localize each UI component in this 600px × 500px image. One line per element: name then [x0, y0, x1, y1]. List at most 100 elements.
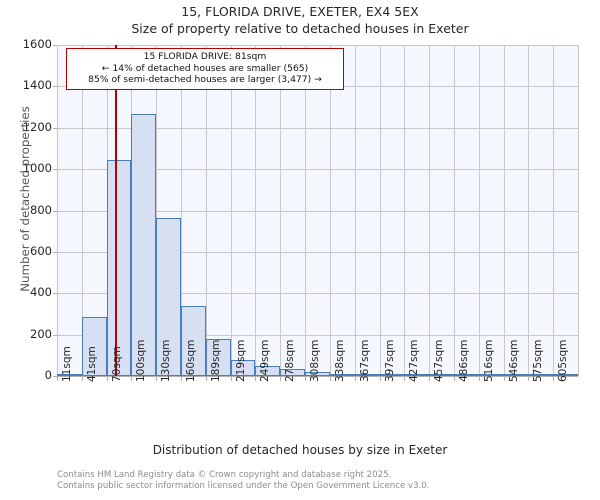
- y-axis-label: Number of detached properties: [18, 106, 32, 292]
- bar-308sqm: [305, 371, 330, 376]
- bar-219sqm: [230, 359, 256, 376]
- bar-189sqm: [205, 338, 231, 376]
- x-tick-mark-130sqm: [156, 377, 158, 381]
- page-title: 15, FLORIDA DRIVE, EXETER, EX4 5EX: [181, 4, 419, 19]
- y-tick-label-0: 0: [44, 368, 52, 382]
- x-tick-label-219sqm: 219sqm: [234, 339, 247, 382]
- bar-278sqm: [280, 368, 306, 376]
- y-tick-label-800: 800: [30, 202, 52, 217]
- gridline-x-15: [429, 45, 431, 376]
- y-tick-label-400: 400: [30, 285, 52, 300]
- x-tick-label-457sqm: 457sqm: [433, 339, 446, 382]
- x-tick-mark-308sqm: [305, 377, 307, 381]
- gridline-x-1: [81, 45, 83, 376]
- x-tick-label-70sqm: 70sqm: [110, 346, 123, 382]
- gridline-x-10: [305, 45, 307, 376]
- bar-516sqm: [478, 374, 504, 376]
- gridline-y-200: [57, 334, 578, 336]
- gridline-x-6: [205, 45, 207, 376]
- gridline-x-9: [280, 45, 282, 376]
- y-tick-label-1600: 1600: [22, 37, 52, 51]
- x-tick-mark-100sqm: [131, 377, 133, 381]
- x-tick-label-575sqm: 575sqm: [532, 339, 545, 382]
- x-tick-mark-427sqm: [404, 377, 406, 381]
- x-axis-label: Distribution of detached houses by size …: [152, 443, 448, 457]
- x-tick-label-308sqm: 308sqm: [309, 339, 322, 382]
- y-tick-label-1000: 1000: [22, 161, 52, 176]
- x-tick-mark-189sqm: [205, 377, 207, 381]
- y-tick-mark-1200: [53, 127, 57, 129]
- x-tick-label-427sqm: 427sqm: [408, 339, 421, 382]
- y-tick-mark-0: [53, 376, 57, 377]
- footer-line-2: Contains public sector information licen…: [57, 480, 430, 491]
- x-tick-mark-249sqm: [255, 377, 257, 381]
- y-tick-label-200: 200: [30, 326, 52, 341]
- gridline-x-18: [503, 45, 505, 376]
- annotation-line-1: 15 FLORIDA DRIVE: 81sqm: [143, 51, 267, 62]
- gridline-y-1600: [57, 45, 578, 46]
- bar-546sqm: [503, 374, 529, 376]
- x-tick-mark-70sqm: [106, 377, 108, 381]
- x-tick-mark-11sqm: [57, 377, 58, 381]
- x-tick-mark-605sqm: [553, 377, 555, 381]
- bar-130sqm: [156, 218, 182, 376]
- gridline-x-16: [453, 45, 455, 376]
- y-tick-mark-1000: [53, 169, 57, 171]
- x-tick-label-130sqm: 130sqm: [160, 339, 173, 382]
- x-tick-mark-219sqm: [230, 377, 232, 381]
- y-tick-mark-200: [53, 334, 57, 336]
- gridline-x-4: [156, 45, 158, 376]
- y-tick-label-1200: 1200: [22, 119, 52, 134]
- x-tick-label-11sqm: 11sqm: [61, 346, 73, 382]
- gridline-x-14: [404, 45, 406, 376]
- bar-11sqm: [57, 374, 82, 376]
- x-tick-mark-278sqm: [280, 377, 282, 381]
- x-tick-label-41sqm: 41sqm: [85, 346, 98, 382]
- bar-486sqm: [453, 374, 479, 376]
- bar-41sqm: [81, 317, 107, 376]
- x-tick-label-367sqm: 367sqm: [358, 339, 371, 382]
- y-tick-mark-1400: [53, 86, 57, 88]
- gridline-y-600: [57, 251, 578, 253]
- bar-249sqm: [255, 366, 281, 376]
- x-tick-label-249sqm: 249sqm: [259, 339, 272, 382]
- gridline-x-12: [354, 45, 356, 376]
- x-tick-mark-546sqm: [503, 377, 505, 381]
- bar-338sqm: [329, 373, 355, 376]
- bar-457sqm: [429, 374, 454, 376]
- chart-plot-area: [57, 45, 579, 376]
- x-tick-label-100sqm: 100sqm: [135, 339, 148, 382]
- y-tick-mark-600: [53, 251, 57, 253]
- annotation-line-2: ← 14% of detached houses are smaller (56…: [101, 62, 309, 74]
- gridline-x-21: [578, 45, 579, 376]
- x-tick-label-397sqm: 397sqm: [383, 339, 396, 382]
- x-tick-mark-41sqm: [81, 377, 83, 381]
- x-tick-label-278sqm: 278sqm: [284, 339, 297, 382]
- x-axis-line: [57, 376, 578, 377]
- x-tick-mark-160sqm: [181, 377, 183, 381]
- gridline-y-1000: [57, 169, 578, 171]
- bar-160sqm: [181, 306, 206, 376]
- x-tick-label-338sqm: 338sqm: [333, 339, 346, 382]
- bar-575sqm: [528, 374, 554, 376]
- bar-397sqm: [379, 374, 405, 376]
- bar-605sqm: [553, 374, 578, 376]
- gridline-y-1200: [57, 127, 578, 129]
- gridline-x-8: [255, 45, 257, 376]
- x-tick-mark-486sqm: [453, 377, 455, 381]
- bar-70sqm: [106, 160, 132, 376]
- gridline-x-17: [478, 45, 480, 376]
- x-tick-label-605sqm: 605sqm: [557, 339, 570, 382]
- x-tick-label-160sqm: 160sqm: [185, 339, 198, 382]
- attribution-footer: Contains HM Land Registry data © Crown c…: [57, 470, 429, 491]
- x-tick-label-516sqm: 516sqm: [482, 339, 495, 382]
- x-tick-mark-457sqm: [429, 377, 431, 381]
- x-tick-label-546sqm: 546sqm: [507, 339, 520, 382]
- x-tick-mark-575sqm: [528, 377, 530, 381]
- x-tick-label-189sqm: 189sqm: [209, 339, 222, 382]
- gridline-y-400: [57, 293, 578, 295]
- y-tick-mark-800: [53, 210, 57, 212]
- gridline-x-7: [230, 45, 232, 376]
- gridline-x-20: [553, 45, 555, 376]
